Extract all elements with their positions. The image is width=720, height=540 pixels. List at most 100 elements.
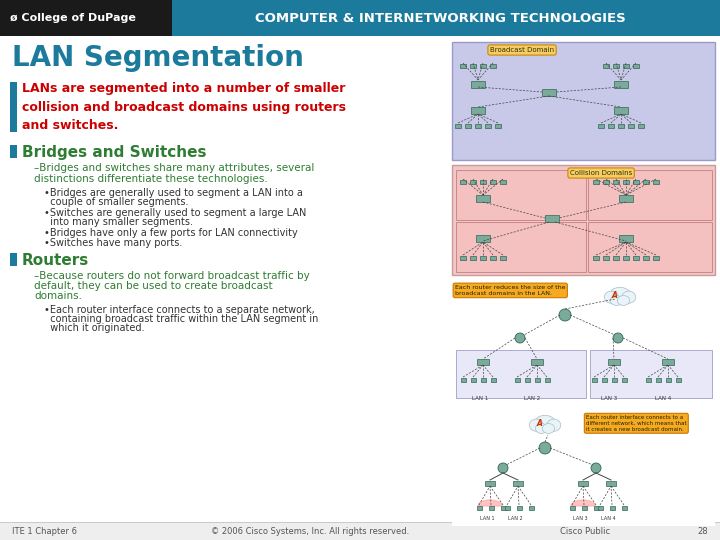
Ellipse shape	[622, 291, 636, 303]
FancyBboxPatch shape	[633, 64, 639, 68]
Circle shape	[559, 309, 571, 321]
Ellipse shape	[604, 291, 618, 303]
Text: couple of smaller segments.: couple of smaller segments.	[44, 197, 189, 207]
FancyBboxPatch shape	[619, 234, 633, 241]
FancyBboxPatch shape	[593, 255, 599, 260]
FancyBboxPatch shape	[452, 42, 715, 160]
FancyBboxPatch shape	[505, 506, 510, 510]
FancyBboxPatch shape	[488, 506, 493, 510]
Text: •Bridges have only a few ports for LAN connectivity: •Bridges have only a few ports for LAN c…	[44, 228, 298, 238]
FancyBboxPatch shape	[570, 506, 575, 510]
FancyBboxPatch shape	[477, 359, 489, 365]
Ellipse shape	[610, 287, 631, 303]
FancyBboxPatch shape	[614, 80, 628, 87]
Circle shape	[515, 333, 525, 343]
FancyBboxPatch shape	[528, 506, 534, 510]
FancyBboxPatch shape	[490, 180, 496, 184]
Text: default, they can be used to create broadcast: default, they can be used to create broa…	[34, 281, 273, 291]
FancyBboxPatch shape	[613, 180, 619, 184]
FancyBboxPatch shape	[601, 378, 606, 381]
Text: Broadcast Domain: Broadcast Domain	[490, 47, 554, 53]
Ellipse shape	[611, 295, 623, 306]
FancyBboxPatch shape	[500, 506, 505, 510]
FancyBboxPatch shape	[452, 165, 715, 275]
FancyBboxPatch shape	[524, 378, 529, 381]
Text: distinctions differentiate these technologies.: distinctions differentiate these technol…	[34, 174, 268, 184]
FancyBboxPatch shape	[675, 378, 680, 381]
FancyBboxPatch shape	[477, 506, 482, 510]
FancyBboxPatch shape	[452, 280, 715, 405]
FancyBboxPatch shape	[638, 124, 644, 128]
Text: ø College of DuPage: ø College of DuPage	[10, 13, 136, 23]
FancyBboxPatch shape	[621, 378, 626, 381]
FancyBboxPatch shape	[460, 180, 466, 184]
FancyBboxPatch shape	[475, 124, 481, 128]
Text: LAN 1: LAN 1	[472, 396, 488, 401]
FancyBboxPatch shape	[610, 506, 614, 510]
FancyBboxPatch shape	[471, 106, 485, 113]
FancyBboxPatch shape	[606, 481, 616, 485]
FancyBboxPatch shape	[10, 82, 17, 132]
FancyBboxPatch shape	[603, 64, 609, 68]
FancyBboxPatch shape	[480, 64, 486, 68]
Text: 28: 28	[698, 526, 708, 536]
Ellipse shape	[534, 415, 556, 431]
Ellipse shape	[617, 295, 629, 306]
FancyBboxPatch shape	[480, 378, 485, 381]
FancyBboxPatch shape	[476, 234, 490, 241]
FancyBboxPatch shape	[588, 170, 712, 220]
FancyBboxPatch shape	[452, 408, 715, 526]
FancyBboxPatch shape	[545, 214, 559, 221]
Ellipse shape	[536, 423, 548, 434]
FancyBboxPatch shape	[10, 145, 17, 158]
Text: A: A	[611, 292, 617, 300]
FancyBboxPatch shape	[485, 481, 495, 485]
Text: LANs are segmented into a number of smaller
collision and broadcast domains usin: LANs are segmented into a number of smal…	[22, 82, 346, 132]
FancyBboxPatch shape	[619, 194, 633, 201]
FancyBboxPatch shape	[621, 506, 626, 510]
Text: LAN 3: LAN 3	[601, 396, 617, 401]
Text: •Switches are generally used to segment a large LAN: •Switches are generally used to segment …	[44, 208, 307, 218]
FancyBboxPatch shape	[608, 124, 614, 128]
FancyBboxPatch shape	[495, 124, 501, 128]
FancyBboxPatch shape	[582, 506, 587, 510]
Text: –Because routers do not forward broadcast traffic by: –Because routers do not forward broadcas…	[34, 271, 310, 281]
Text: A: A	[536, 420, 542, 429]
FancyBboxPatch shape	[603, 180, 609, 184]
Ellipse shape	[546, 419, 561, 431]
Text: –Bridges and switches share many attributes, several: –Bridges and switches share many attribu…	[34, 163, 315, 173]
Text: ITE 1 Chapter 6: ITE 1 Chapter 6	[12, 526, 77, 536]
FancyBboxPatch shape	[515, 378, 520, 381]
FancyBboxPatch shape	[456, 170, 586, 220]
FancyBboxPatch shape	[633, 180, 639, 184]
Ellipse shape	[529, 419, 544, 431]
FancyBboxPatch shape	[623, 255, 629, 260]
FancyBboxPatch shape	[460, 64, 466, 68]
FancyBboxPatch shape	[470, 255, 476, 260]
FancyBboxPatch shape	[598, 124, 604, 128]
FancyBboxPatch shape	[465, 124, 471, 128]
Text: Routers: Routers	[22, 253, 89, 268]
Text: containing broadcast traffic within the LAN segment in: containing broadcast traffic within the …	[44, 314, 318, 324]
FancyBboxPatch shape	[611, 378, 616, 381]
Text: LAN 4: LAN 4	[600, 516, 616, 521]
FancyBboxPatch shape	[592, 378, 596, 381]
FancyBboxPatch shape	[456, 222, 586, 272]
Text: © 2006 Cisco Systems, Inc. All rights reserved.: © 2006 Cisco Systems, Inc. All rights re…	[211, 526, 409, 536]
FancyBboxPatch shape	[618, 124, 624, 128]
FancyBboxPatch shape	[470, 378, 475, 381]
FancyBboxPatch shape	[0, 0, 172, 36]
FancyBboxPatch shape	[653, 180, 659, 184]
FancyBboxPatch shape	[643, 180, 649, 184]
FancyBboxPatch shape	[456, 350, 586, 398]
Text: domains.: domains.	[34, 291, 82, 301]
FancyBboxPatch shape	[500, 180, 506, 184]
Circle shape	[613, 333, 623, 343]
Polygon shape	[571, 500, 595, 506]
FancyBboxPatch shape	[623, 64, 629, 68]
Polygon shape	[478, 500, 502, 506]
FancyBboxPatch shape	[578, 481, 588, 485]
Text: Cisco Public: Cisco Public	[560, 526, 610, 536]
FancyBboxPatch shape	[655, 378, 660, 381]
FancyBboxPatch shape	[0, 0, 720, 36]
